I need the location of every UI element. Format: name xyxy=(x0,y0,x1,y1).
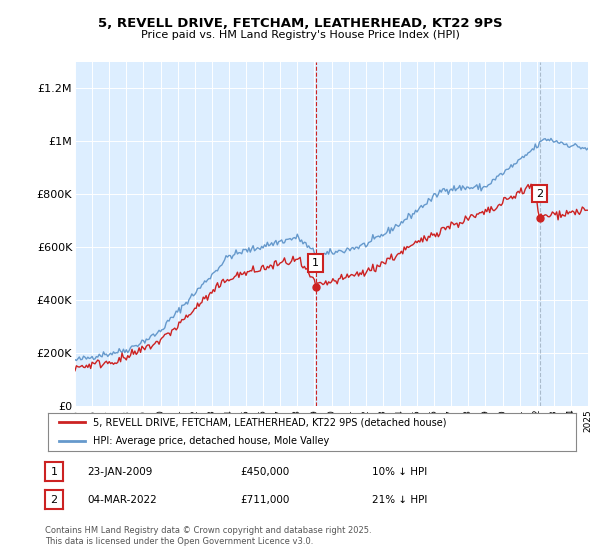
Text: Contains HM Land Registry data © Crown copyright and database right 2025.
This d: Contains HM Land Registry data © Crown c… xyxy=(45,526,371,546)
Text: £450,000: £450,000 xyxy=(240,466,289,477)
Text: 1: 1 xyxy=(50,466,58,477)
Text: 10% ↓ HPI: 10% ↓ HPI xyxy=(372,466,427,477)
Text: 2: 2 xyxy=(536,189,543,199)
Text: 23-JAN-2009: 23-JAN-2009 xyxy=(87,466,152,477)
Text: HPI: Average price, detached house, Mole Valley: HPI: Average price, detached house, Mole… xyxy=(93,436,329,446)
Text: 5, REVELL DRIVE, FETCHAM, LEATHERHEAD, KT22 9PS (detached house): 5, REVELL DRIVE, FETCHAM, LEATHERHEAD, K… xyxy=(93,417,446,427)
Text: 21% ↓ HPI: 21% ↓ HPI xyxy=(372,494,427,505)
Text: 2: 2 xyxy=(50,494,58,505)
Text: 5, REVELL DRIVE, FETCHAM, LEATHERHEAD, KT22 9PS: 5, REVELL DRIVE, FETCHAM, LEATHERHEAD, K… xyxy=(98,17,502,30)
Text: £711,000: £711,000 xyxy=(240,494,289,505)
Text: 04-MAR-2022: 04-MAR-2022 xyxy=(87,494,157,505)
Text: Price paid vs. HM Land Registry's House Price Index (HPI): Price paid vs. HM Land Registry's House … xyxy=(140,30,460,40)
Text: 1: 1 xyxy=(312,258,319,268)
